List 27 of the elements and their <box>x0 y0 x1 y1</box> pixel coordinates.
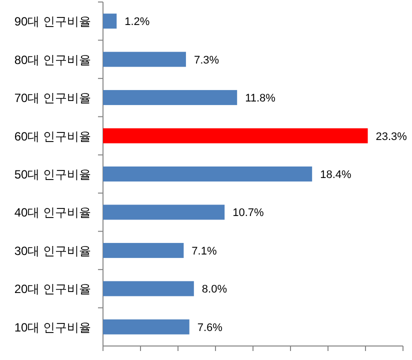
y-tick-label: 90대 인구비율 <box>14 14 91 29</box>
bar <box>103 204 225 220</box>
data-label: 11.8% <box>245 92 276 105</box>
data-label: 7.3% <box>194 54 220 66</box>
y-tick-label: 10대 인구비율 <box>14 320 91 334</box>
data-label: 1.2% <box>124 16 150 28</box>
y-tick-label: 60대 인구비율 <box>14 129 91 144</box>
data-label: 7.1% <box>192 245 217 258</box>
y-tick-label: 70대 인구비율 <box>14 91 91 106</box>
data-label: 10.7% <box>232 207 264 220</box>
data-label: 23.3% <box>376 130 408 143</box>
y-tick-label: 30대 인구비율 <box>14 244 91 258</box>
y-tick-label: 40대 인구비율 <box>14 206 91 220</box>
y-tick-label: 50대 인구비율 <box>14 168 91 182</box>
bar <box>103 166 312 182</box>
data-label: 8.0% <box>202 284 228 296</box>
bar <box>103 242 184 258</box>
bar <box>103 128 368 144</box>
y-tick-label: 80대 인구비율 <box>14 52 91 67</box>
y-tick-label: 20대 인구비율 <box>14 282 91 296</box>
bar <box>103 14 117 29</box>
bar <box>103 281 194 296</box>
data-label: 7.6% <box>197 322 223 334</box>
bar <box>103 319 190 334</box>
bar <box>103 90 238 106</box>
bar <box>103 52 186 67</box>
data-label: 18.4% <box>320 169 352 181</box>
